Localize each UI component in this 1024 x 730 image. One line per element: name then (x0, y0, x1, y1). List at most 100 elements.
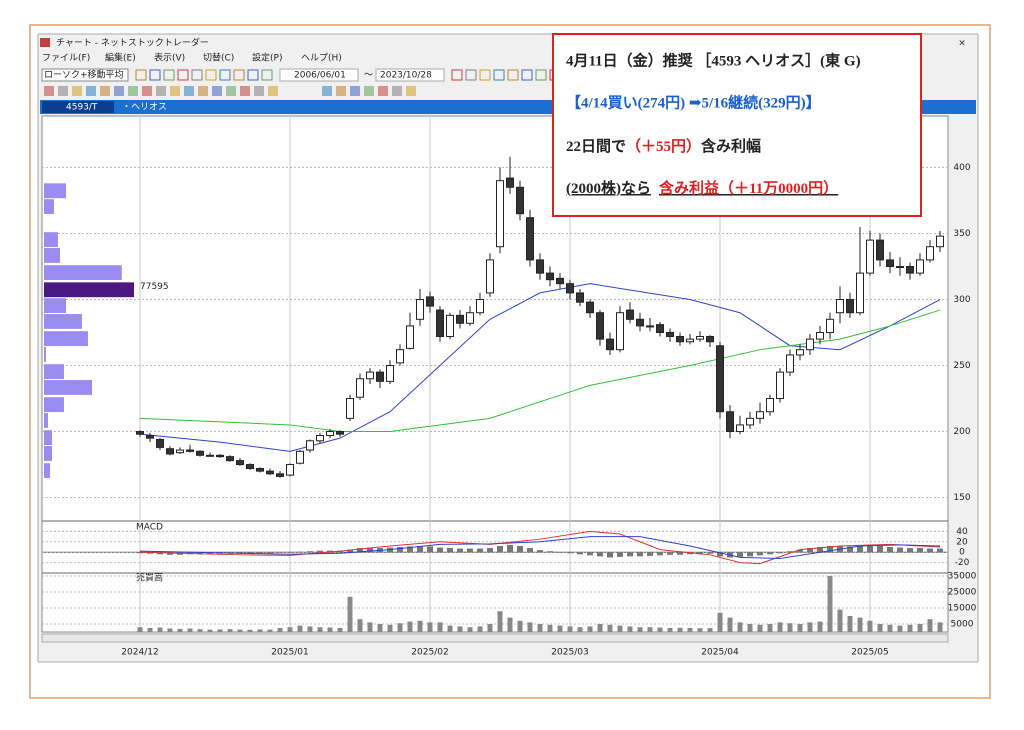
tool-button[interactable] (479, 69, 491, 81)
tool-button[interactable] (521, 69, 533, 81)
tool-button[interactable] (535, 69, 547, 81)
candle-body (646, 325, 654, 328)
menu-item[interactable]: ファイル(F) (42, 54, 90, 64)
tool-button[interactable] (142, 86, 152, 96)
macd-bar (877, 545, 883, 553)
tool-button[interactable] (198, 86, 208, 96)
volume-bar (677, 627, 683, 632)
volume-bar (367, 622, 373, 632)
macd-bar (507, 544, 513, 553)
macd-bar (147, 552, 153, 554)
tool-button[interactable] (128, 86, 138, 96)
tool-button[interactable] (378, 86, 388, 96)
tool-button[interactable] (451, 69, 463, 81)
candle-body (566, 283, 574, 294)
volume-bar (207, 629, 213, 632)
candle-body (576, 292, 584, 303)
macd-bar (817, 547, 823, 553)
tool-button[interactable] (240, 86, 250, 96)
candle-body (476, 299, 484, 314)
tool-button[interactable] (72, 86, 82, 96)
volume-bar (867, 620, 873, 632)
profile-bar (44, 232, 58, 248)
tool-button[interactable] (247, 69, 259, 81)
tool-button[interactable] (336, 86, 346, 96)
volume-bar (527, 622, 533, 632)
volume-bar (897, 625, 903, 632)
date-to-field[interactable] (375, 68, 445, 82)
macd-bar (547, 551, 553, 553)
candle-body (896, 266, 904, 269)
tool-button[interactable] (86, 86, 96, 96)
menu-item[interactable]: ヘルプ(H) (301, 53, 342, 64)
menu-item[interactable]: 切替(C) (203, 52, 234, 64)
tool-button[interactable] (149, 69, 161, 81)
tool-button[interactable] (163, 69, 175, 81)
date-from-field[interactable] (279, 68, 359, 82)
menu-item[interactable]: 編集(E) (105, 52, 136, 64)
volume-bar (797, 624, 803, 632)
tool-button[interactable] (226, 86, 236, 96)
annotation-line: (2000株)なら 含み利益（＋11万0000円） (566, 179, 838, 197)
tool-button[interactable] (254, 86, 264, 96)
volume-bar (587, 626, 593, 632)
volume-bar (767, 624, 773, 632)
tool-button[interactable] (135, 69, 147, 81)
tool-button[interactable] (184, 86, 194, 96)
volume-bar (597, 624, 603, 632)
profile-bar (44, 265, 122, 281)
candle-body (466, 312, 474, 324)
tool-button[interactable] (322, 86, 332, 96)
tool-button[interactable] (177, 69, 189, 81)
candle-body (316, 435, 324, 442)
tool-button[interactable] (44, 86, 54, 96)
volume-bar (427, 622, 433, 632)
macd-bar (407, 546, 413, 553)
plot: 2024/12 2025/01 2025/02 2025/03 2025/04 2025/… (42, 116, 977, 658)
candle-body (526, 217, 534, 261)
profile-bar (44, 199, 54, 215)
candle-body (836, 299, 844, 314)
tool-button[interactable] (261, 69, 273, 81)
chart-kind-select[interactable] (41, 68, 129, 82)
menu-item[interactable]: 表示(V) (154, 52, 185, 64)
macd-bar (657, 552, 663, 556)
tool-button[interactable] (350, 86, 360, 96)
menu-item[interactable]: 設定(P) (252, 52, 282, 64)
volume-bar (487, 624, 493, 632)
tool-button[interactable] (170, 86, 180, 96)
tool-button[interactable] (205, 69, 217, 81)
candle-body (816, 332, 824, 340)
scrollbar[interactable] (41, 633, 949, 643)
candle-body (766, 398, 774, 413)
macd-bar (367, 547, 373, 553)
tool-button[interactable] (100, 86, 110, 96)
tool-button[interactable] (493, 69, 505, 81)
tool-button[interactable] (268, 86, 278, 96)
profile-bar (44, 446, 53, 461)
tool-button[interactable] (156, 86, 166, 96)
tool-button[interactable] (507, 69, 519, 81)
y-tick-label: 300 (953, 295, 970, 305)
volume-bar (217, 629, 223, 632)
tool-button[interactable] (191, 69, 203, 81)
tool-button[interactable] (114, 86, 124, 96)
close-button[interactable]: × (958, 39, 966, 49)
code-box (42, 101, 114, 113)
candle-body (706, 335, 714, 343)
volume-bar (157, 627, 163, 632)
tool-button[interactable] (392, 86, 402, 96)
volume-bar (297, 625, 303, 632)
profile-bar (44, 248, 61, 263)
tool-button[interactable] (212, 86, 222, 96)
tool-button[interactable] (58, 86, 68, 96)
macd-bar (607, 552, 613, 558)
tool-button[interactable] (233, 69, 245, 81)
annotation-line: 【4/14買い(274円) ➡5/16継続(329円)】 (566, 93, 821, 111)
tool-button[interactable] (406, 86, 416, 96)
tool-button[interactable] (465, 69, 477, 81)
volume-bar (397, 623, 403, 632)
tool-button[interactable] (364, 86, 374, 96)
profile-bar (44, 347, 46, 362)
tool-button[interactable] (219, 69, 231, 81)
